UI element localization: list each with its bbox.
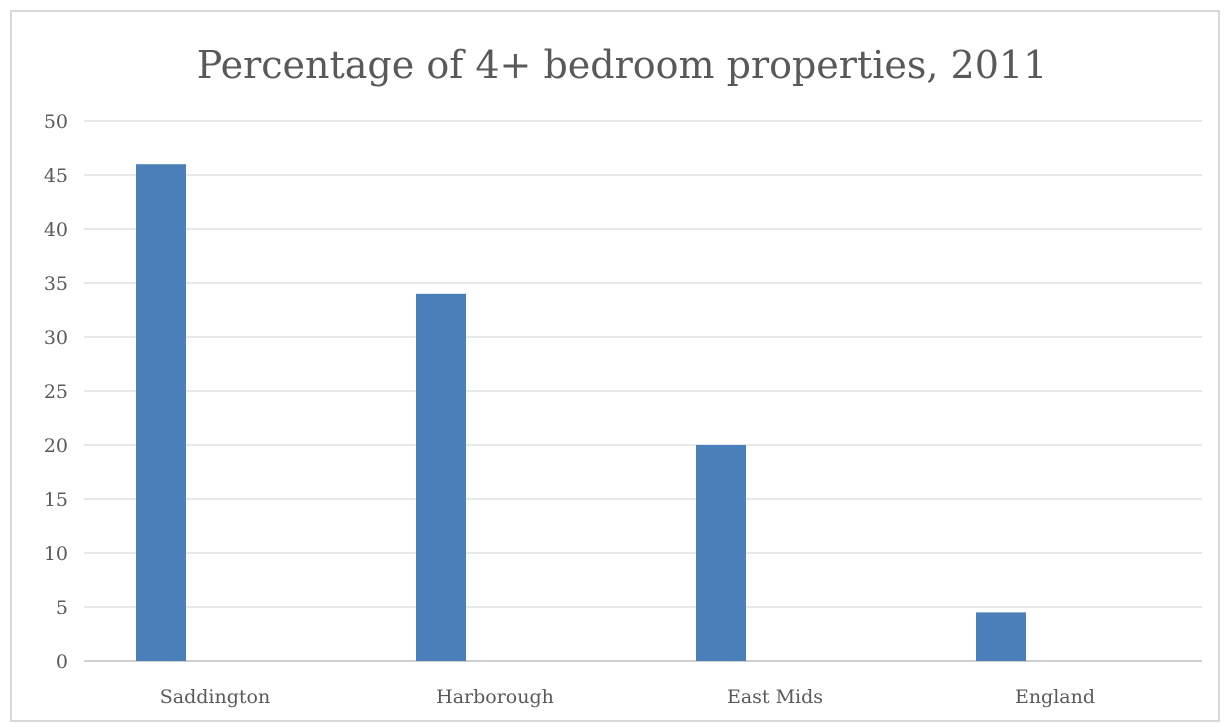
y-tick-label: 50 (44, 111, 68, 133)
y-axis-ticks: 0 5 10 15 20 25 30 35 40 45 50 (44, 111, 68, 673)
bar-harborough (416, 293, 466, 661)
bar-saddington (136, 164, 186, 661)
x-tick-label: Saddington (160, 686, 270, 708)
x-tick-label: East Mids (727, 686, 823, 708)
grid-lines (84, 120, 1202, 662)
y-tick-label: 25 (44, 381, 68, 403)
y-tick-label: 10 (44, 543, 68, 565)
x-tick-label: Harborough (436, 686, 554, 708)
y-tick-label: 15 (44, 489, 68, 511)
y-tick-label: 20 (44, 435, 68, 457)
y-tick-label: 0 (56, 651, 68, 673)
y-tick-label: 35 (44, 273, 68, 295)
x-tick-label: England (1015, 686, 1095, 708)
y-tick-label: 45 (44, 165, 68, 187)
x-axis-labels: Saddington Harborough East Mids England (160, 686, 1095, 708)
y-tick-label: 40 (44, 219, 68, 241)
chart-title: Percentage of 4+ bedroom properties, 201… (197, 43, 1048, 87)
y-tick-label: 5 (56, 597, 68, 619)
bar-east-mids (696, 445, 746, 661)
y-tick-label: 30 (44, 327, 68, 349)
bars (136, 164, 1026, 661)
chart-frame (10, 10, 1220, 722)
bar-england (976, 612, 1026, 661)
